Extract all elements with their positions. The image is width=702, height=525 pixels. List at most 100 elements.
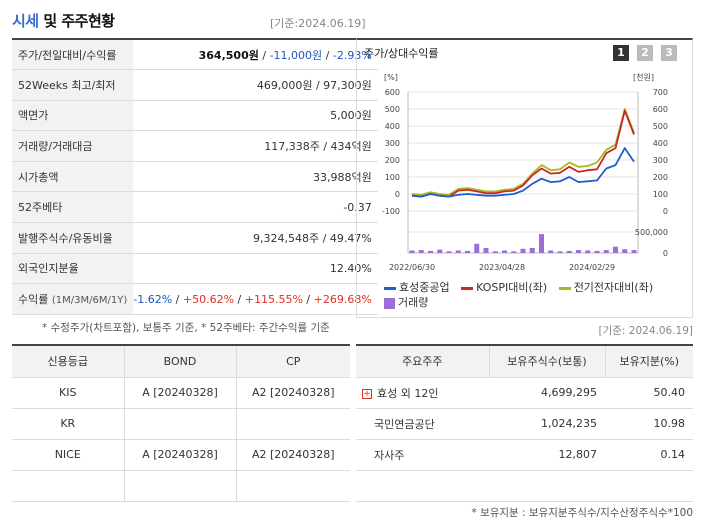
table-row: 외국인지분율 12.40% [12,253,378,285]
legend-item-s2[interactable]: KOSPI대비(좌) [461,281,547,294]
table-row: NICE A [20240328] A2 [20240328] [12,439,350,471]
left-axis: 600 500 400 300 200 100 0 -100 [382,88,400,216]
credit-rating-table: 신용등급 BOND CP KIS A [20240328] A2 [20240328… [12,344,350,502]
left-tick-label: 600 [385,88,400,97]
holder-name: 국민연금공단 [356,408,489,440]
table-row [12,470,350,502]
table-row: 주가/전일대비/수익률 364,500원 / -11,000원 / -2.93% [12,39,378,71]
series-line-1 [411,147,635,198]
row-value: 12.40% [133,253,378,285]
volume-bar [428,250,433,253]
expand-plus-icon[interactable]: + [362,388,372,399]
table-row [356,470,693,502]
row-label: 발행주식수/유동비율 [12,222,134,254]
volume-bar [465,250,470,253]
column-header: 주요주주 [356,345,489,378]
table-cell [123,470,236,502]
row-value: 469,000원 / 97,300원 [133,69,378,101]
right-tick-label: 700 [653,88,668,97]
volume-bar [585,250,591,253]
left-tick-label: 500 [385,105,400,114]
table-row: 시가총액 33,988억원 [12,161,378,193]
volume-bar [603,250,609,253]
column-header: 보유주식수(보통) [488,345,605,378]
price-info-table: 주가/전일대비/수익률 364,500원 / -11,000원 / -2.93%… [12,38,378,315]
holder-pct: 0.14 [605,439,693,471]
volume-bar [492,251,498,253]
row-value: 33,988억원 [133,161,378,193]
x-tick-label: 2022/06/30 [389,263,435,272]
page-title: 시세 및 주주현황 [12,12,115,30]
volume-bar [566,250,572,253]
x-axis: 2022/06/30 2023/04/28 2024/02/29 [389,263,615,272]
volume-bar [557,251,563,253]
holder-shares: 1,024,235 [489,408,605,440]
right-tick-label: 400 [653,139,668,148]
volume-bar [548,250,554,253]
legend-item-s1[interactable]: 효성중공업 [384,281,450,294]
table-row: KR [12,408,350,440]
holder-shares [489,470,605,502]
volume-bar [446,251,452,253]
row-value: 5,000원 [133,100,378,132]
volume-bar [539,234,544,253]
row-value: -0.37 [133,191,378,224]
shareholders-table: 주요주주 보유주식수(보통) 보유지분(%) + 효성 외 12인 4,699,2… [356,344,693,502]
table-cell: A [20240328] [123,439,236,471]
row-label: 액면가 [12,100,134,132]
holder-shares: 4,699,295 [489,377,605,409]
table-row: 52주베타 -0.37 [12,191,378,224]
column-header: CP [235,345,350,378]
table-row: KIS A [20240328] A2 [20240328] [12,377,350,409]
table-cell: KR [12,408,124,440]
left-unit-label: [%] [384,73,398,82]
row-value: 9,324,548주 / 49.47% [133,222,378,254]
table-cell: A [20240328] [123,377,236,409]
left-tick-label: 0 [395,190,400,199]
table-row: 거래량/거래대금 117,338주 / 434억원 [12,130,378,162]
price-chart: [%] [천원] 600 500 400 300 200 100 0 -100 700 600 5… [382,72,668,272]
series-line-3 [411,108,635,196]
legend-item-volume[interactable]: 거래량 [384,294,428,310]
volume-tick-label: 500,000 [635,228,668,237]
right-tick-label: 600 [653,105,668,114]
volume-bar [613,246,618,253]
left-tick-label: -100 [382,207,400,216]
chart-tab-1-button[interactable]: 1 [613,45,629,61]
holder-shares: 12,807 [489,439,605,471]
chart-tab-2-button[interactable]: 2 [637,45,653,61]
right-tick-label: 300 [653,156,668,165]
row-label: 수익률 (1M/3M/6M/1Y) [12,283,134,315]
base-date: [기준:2024.06.19] [270,17,366,30]
row-label: 시가총액 [12,161,134,193]
chart-tab-3-button[interactable]: 3 [661,45,677,61]
left-tick-label: 300 [385,139,400,148]
right-tick-label: 100 [653,190,668,199]
volume-axis: 500,000 0 [635,228,668,258]
left-tick-label: 400 [385,122,400,131]
table-cell [235,470,350,502]
table-cell [123,408,236,440]
volume-bar [520,248,526,253]
table-header-row: 신용등급 BOND CP [12,345,350,378]
volume-tick-label: 0 [663,249,668,258]
table-cell [12,470,124,502]
column-header: BOND [123,345,236,378]
volume-bar [409,250,415,253]
table-row: 52Weeks 최고/최저 469,000원 / 97,300원 [12,69,378,101]
volume-bar [594,250,600,253]
chart-panel [356,38,693,318]
footnote-price: * 수정주가(차트포함), 보통주 기준, * 52주베타: 주간수익률 기준 [42,322,330,334]
volume-bar [511,251,517,253]
row-label: 거래량/거래대금 [12,130,134,162]
base-date-2: [기준: 2024.06.19] [598,325,693,337]
right-tick-label: 200 [653,173,668,182]
row-label: 52Weeks 최고/최저 [12,69,134,101]
series-lines [411,108,635,198]
volume-bar [418,250,424,253]
volume-bar [455,250,461,253]
volume-bar [631,250,637,253]
holder-pct [605,470,693,502]
right-unit-label: [천원] [633,72,654,82]
legend-item-s3[interactable]: 전기전자대비(좌) [558,281,653,294]
